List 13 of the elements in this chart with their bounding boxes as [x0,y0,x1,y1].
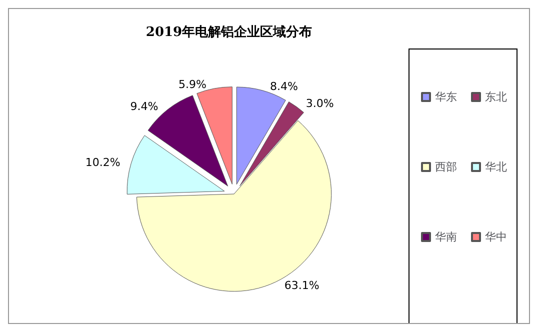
legend-label: 华北 [485,160,507,174]
data-label: 5.9% [178,78,206,92]
legend-label: 华东 [435,90,457,104]
data-label: 9.4% [130,100,158,113]
legend-label: 华南 [435,230,457,244]
data-label: 10.2% [85,156,120,169]
data-label: 3.0% [306,97,334,110]
legend-label: 华中 [485,230,507,244]
legend-label: 西部 [435,160,457,174]
chart-title: 2019年电解铝企业区域分布 [146,25,312,40]
data-label: 8.4% [270,80,298,94]
legend-label: 东北 [485,90,507,104]
data-label: 63.1% [284,279,320,292]
